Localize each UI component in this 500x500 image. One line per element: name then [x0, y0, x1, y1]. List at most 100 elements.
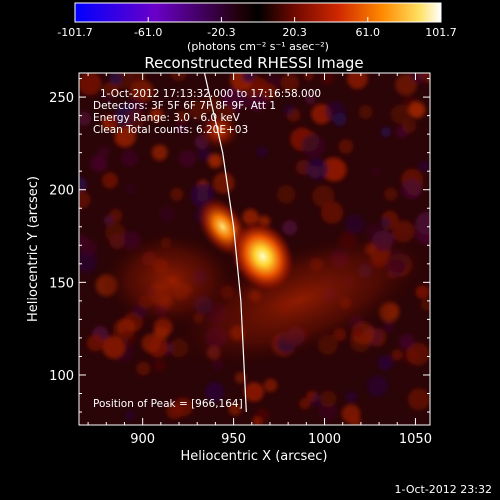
- x-axis-ticks: [87, 73, 416, 425]
- noise-blob: [347, 73, 368, 89]
- noise-blob: [86, 334, 104, 352]
- noise-blob: [176, 110, 188, 123]
- noise-blob: [301, 134, 326, 158]
- noise-blob: [310, 393, 323, 407]
- noise-blob: [383, 321, 395, 333]
- info-line-energy: Energy Range: 3.0 - 6.0 keV: [93, 112, 241, 124]
- noise-blob: [79, 176, 87, 192]
- x-tick-label: 1050: [399, 432, 432, 447]
- colorbar-unit-label: (photons cm⁻² s⁻¹ asec⁻²): [187, 40, 329, 53]
- noise-blob: [104, 222, 126, 243]
- colorbar: [74, 2, 442, 23]
- noise-blob: [370, 166, 381, 177]
- plot-frame: [78, 72, 431, 426]
- noise-blob: [401, 179, 422, 199]
- noise-blob: [151, 144, 168, 161]
- noise-blob: [260, 83, 277, 100]
- noise-blob: [102, 335, 126, 359]
- noise-blob: [283, 104, 295, 116]
- noise-blob: [321, 157, 346, 182]
- noise-blob: [255, 408, 270, 423]
- noise-blob: [358, 104, 373, 120]
- noise-blob: [418, 160, 430, 172]
- y-axis-ticks: [79, 78, 430, 413]
- noise-blob: [338, 139, 354, 154]
- noise-blob: [109, 73, 122, 85]
- noise-blob: [166, 403, 183, 420]
- noise-blob: [345, 214, 365, 234]
- noise-blob: [90, 154, 108, 172]
- plot-title: Reconstructed RHESSI Image: [144, 54, 363, 72]
- noise-blob: [234, 371, 247, 384]
- noise-blob: [120, 149, 138, 168]
- solar-limb-curve: [203, 73, 247, 413]
- noise-blob: [280, 73, 300, 93]
- colorbar-tick-label: 20.3: [282, 26, 307, 39]
- x-tick-label: 1000: [308, 432, 341, 447]
- noise-blob: [101, 90, 115, 104]
- y-tick-label: 250: [49, 91, 74, 106]
- noise-blob: [244, 382, 264, 402]
- noise-blob: [204, 382, 225, 402]
- noise-blob: [178, 149, 197, 168]
- noise-blob: [97, 145, 111, 158]
- y-tick-label: 150: [49, 276, 74, 291]
- noise-blob: [79, 73, 102, 96]
- source-main: [230, 220, 295, 293]
- noise-blob: [149, 107, 164, 122]
- noise-blob: [158, 205, 176, 224]
- noise-blob: [380, 126, 391, 137]
- diffuse-region: [167, 229, 430, 371]
- noise-blob: [170, 187, 184, 202]
- x-tick-label: 900: [130, 432, 155, 447]
- noise-blob: [188, 100, 209, 120]
- noise-blob: [263, 378, 278, 393]
- noise-blob: [141, 333, 161, 353]
- noise-blob: [124, 183, 137, 195]
- colorbar-ticks: [74, 17, 442, 22]
- noise-blob: [106, 114, 118, 126]
- noise-blob: [320, 73, 334, 85]
- noise-blob: [103, 215, 114, 226]
- noise-blob: [319, 390, 337, 408]
- x-tick-labels: 900 950 1000 1050: [130, 432, 432, 447]
- noise-blob: [384, 187, 398, 201]
- noise-blob: [153, 359, 166, 372]
- noise-blob: [79, 190, 91, 209]
- info-line-detectors: Detectors: 3F 5F 6F 7F 8F 9F, Att 1: [93, 100, 276, 112]
- y-tick-label: 100: [49, 369, 74, 384]
- colorbar-tick-label: 101.7: [425, 26, 457, 39]
- noise-blob: [377, 355, 393, 371]
- noise-blob: [124, 409, 136, 421]
- diffuse-region-left: [100, 230, 240, 330]
- colorbar-tick-labels: -101.7 -61.0 -20.3 20.3 61.0 101.7: [57, 26, 456, 39]
- noise-blob: [399, 333, 415, 350]
- noise-blob: [131, 80, 155, 103]
- noise-blob: [312, 185, 335, 208]
- y-tick-label: 200: [49, 184, 74, 199]
- noise-blob: [366, 375, 389, 397]
- noise-blob: [114, 126, 136, 148]
- noise-blob: [407, 388, 430, 411]
- noise-blob: [256, 145, 268, 158]
- x-axis-label: Heliocentric X (arcsec): [181, 449, 328, 464]
- footer-timestamp: 1-Oct-2012 23:32: [394, 483, 492, 496]
- noise-blob: [101, 172, 119, 189]
- noise-blob: [196, 146, 211, 162]
- noise-blob: [406, 342, 430, 366]
- noise-blob: [228, 403, 242, 416]
- y-axis-label: Heliocentric Y (arcsec): [26, 176, 41, 322]
- noise-blob: [380, 217, 391, 228]
- noise-blob: [325, 100, 346, 122]
- noise-blob: [408, 101, 426, 119]
- noise-blob: [299, 397, 311, 410]
- noise-blob: [208, 153, 223, 169]
- noise-blob: [415, 211, 430, 236]
- noise-blob: [213, 172, 235, 194]
- noise-blob: [79, 234, 88, 250]
- colorbar-tick-label: -61.0: [134, 26, 162, 39]
- noise-blob: [79, 111, 92, 127]
- noise-blob: [320, 201, 344, 224]
- info-line-time: 1-Oct-2012 17:13:32.000 to 17:16:58.000: [100, 88, 321, 100]
